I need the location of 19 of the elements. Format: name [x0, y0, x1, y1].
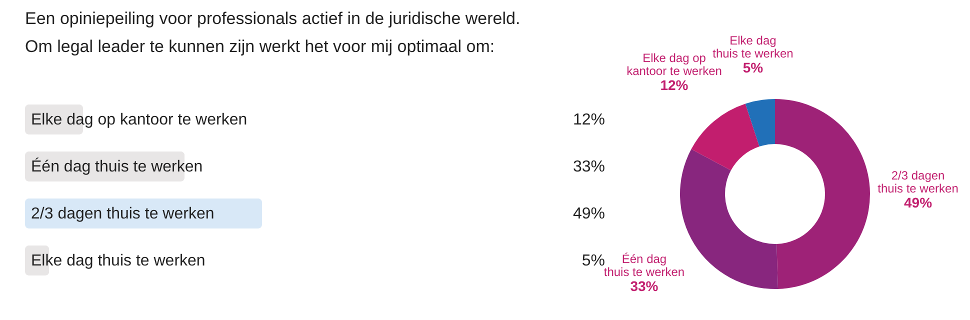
slice-label: 2/3 dagen thuis te werken	[878, 168, 958, 196]
donut-slice	[775, 99, 870, 289]
data-label: 49%	[572, 206, 605, 222]
data-label: 33%	[572, 158, 605, 176]
donut-slice	[691, 104, 760, 170]
slice-label: Één dag thuis te werken	[604, 252, 685, 280]
chart-title: Een opiniepeiling voor professionals actief in de juridische wereld. Om legal leader te kunnen zijn werkt het voor mij optimaal om:	[25, 9, 520, 56]
data-label: 5%	[582, 252, 605, 270]
y-tick-label: Elke dag op kantoor te werken	[31, 112, 248, 128]
data-label: 49%	[904, 194, 933, 211]
data-label: 12%	[572, 112, 605, 128]
data-label: 33%	[630, 278, 659, 294]
y-tick-label: Één dag thuis te werken	[31, 158, 203, 176]
data-label: 5%	[742, 59, 764, 76]
y-tick-label: 2/3 dagen thuis te werken	[31, 206, 214, 222]
y-tick-label: Elke dag thuis te werken	[31, 252, 206, 270]
slice-label: Elke dag thuis te werken	[712, 33, 794, 60]
data-label: 12%	[660, 76, 689, 93]
donut-slice	[745, 99, 775, 146]
